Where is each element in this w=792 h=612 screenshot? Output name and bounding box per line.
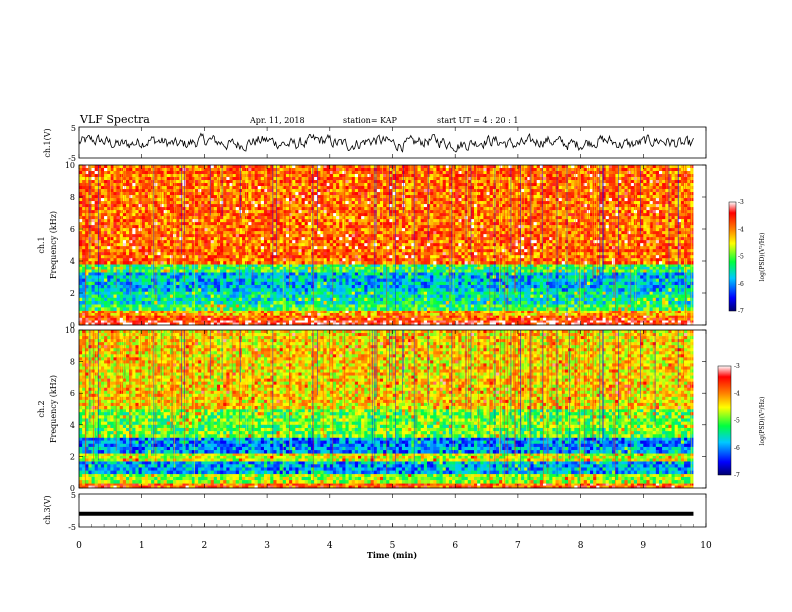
ch2-colorbar-tick-label: -6 xyxy=(734,445,740,452)
time-axis-tick-label: 4 xyxy=(327,541,333,551)
ch1-colorbar-tick-label: -4 xyxy=(738,226,744,233)
ch2-spectrogram-ylabel-a: ch.2 xyxy=(37,400,46,417)
time-axis-tick-label: 0 xyxy=(76,541,82,551)
ch3-waveform-ylabel: ch.3(V) xyxy=(43,495,52,524)
ch1-spectrogram-ytick-label: 6 xyxy=(70,225,75,234)
ch1-spectrogram-ytick-label: 2 xyxy=(70,289,75,298)
ch2-spectrogram-ylabel-b: Frequency (kHz) xyxy=(49,375,58,443)
time-axis-tick-label: 9 xyxy=(640,541,646,551)
ch2-spectrogram-ytick-label: 6 xyxy=(70,389,75,398)
ch3-waveform-panel: 5 -5 ch.3(V) xyxy=(43,491,706,532)
ch1-spectrogram-ylabel-b: Frequency (kHz) xyxy=(49,211,58,279)
ch2-spectrogram-heatmap xyxy=(79,330,706,488)
ch2-spectrogram-ytick-label: 8 xyxy=(70,358,75,367)
ch1-colorbar-tick-label: -6 xyxy=(738,281,744,288)
time-axis-tick-label: 8 xyxy=(578,541,584,551)
time-axis-tick-label: 3 xyxy=(264,541,270,551)
ch1-ytick-top: 5 xyxy=(71,124,76,133)
ch1-spectrogram-ytick-label: 4 xyxy=(70,257,75,266)
ch2-colorbar-tick-label: -3 xyxy=(734,363,740,370)
ch3-ytick-bottom: -5 xyxy=(68,523,76,532)
vlf-spectra-figure: 5 -5 ch.1(V) 0 2 4 6 8 10 ch.1 Frequency (kHz… xyxy=(0,0,792,612)
time-axis-tick-label: 6 xyxy=(452,541,458,551)
ch2-colorbar: -3 -4 -5 -6 -7 log(PSD)(V²/Hz) xyxy=(718,363,766,479)
ch1-waveform-ylabel: ch.1(V) xyxy=(43,128,52,157)
ch1-colorbar-tick-label: -3 xyxy=(738,199,744,206)
ch2-spectrogram-ytick-label: 2 xyxy=(70,452,75,461)
ch2-spectrogram-ytick-label: 4 xyxy=(70,421,75,430)
ch2-colorbar-label: log(PSD)(V²/Hz) xyxy=(759,397,766,446)
ch2-colorbar-tick-label: -4 xyxy=(734,390,740,397)
time-axis-tick-label: 7 xyxy=(515,541,521,551)
ch1-colorbar-tick-label: -5 xyxy=(738,254,744,261)
ch2-spectrogram-ytick-label: 10 xyxy=(65,326,75,335)
ch1-spectrogram-ytick-label: 8 xyxy=(70,193,75,202)
time-axis-tick-label: 10 xyxy=(700,541,712,551)
ch2-colorbar-tick-label: -7 xyxy=(734,472,740,479)
ch1-spectrogram-ytick-label: 10 xyxy=(65,161,75,170)
time-axis-label: Time (min) xyxy=(367,550,417,560)
ch1-waveform-panel: 5 -5 ch.1(V) xyxy=(43,124,706,163)
ch1-colorbar-label: log(PSD)(V²/Hz) xyxy=(759,233,766,282)
ch2-colorbar-tick-label: -5 xyxy=(734,418,740,425)
time-axis-tick-label: 2 xyxy=(202,541,208,551)
time-axis-tick-label: 1 xyxy=(139,541,145,551)
ch3-ytick-top: 5 xyxy=(71,491,76,500)
ch1-spectrogram-ylabel-a: ch.1 xyxy=(37,236,46,253)
ch1-colorbar: -3 -4 -5 -6 -7 log(PSD)(V²/Hz) xyxy=(729,199,766,315)
ch1-colorbar-tick-label: -7 xyxy=(738,308,744,315)
ch1-spectrogram-heatmap xyxy=(79,165,706,325)
